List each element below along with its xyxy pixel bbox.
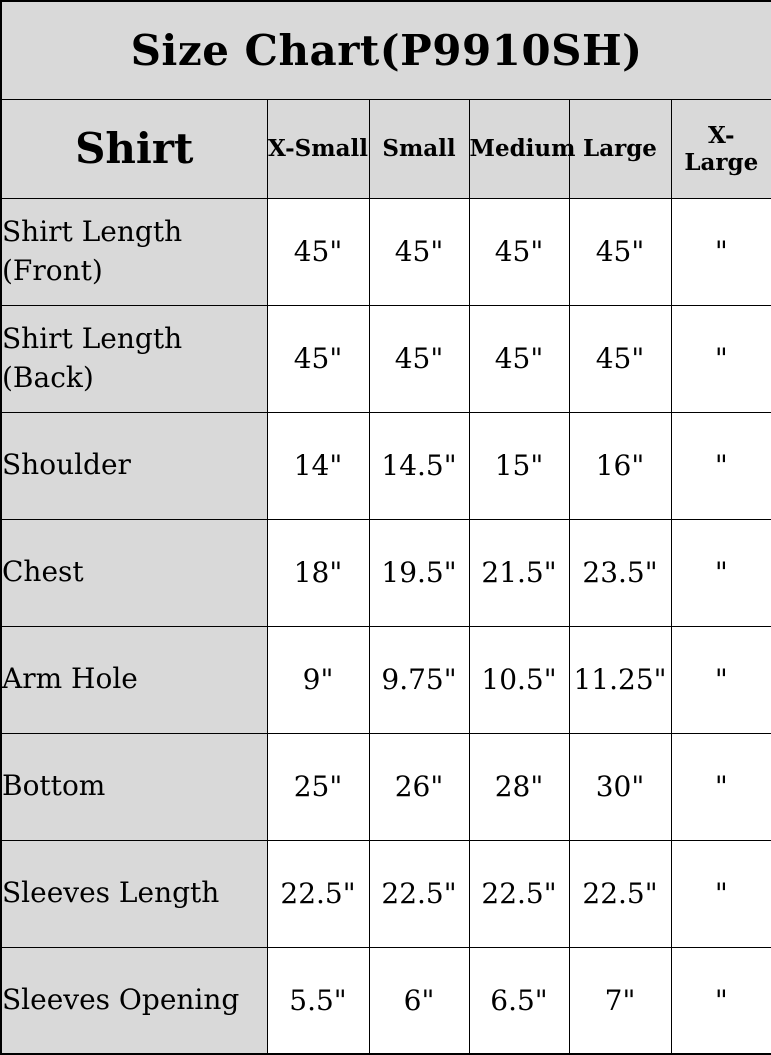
value-cell: 45" xyxy=(468,197,570,306)
row-label: Sleeves Opening xyxy=(0,946,268,1055)
value-cell: " xyxy=(670,946,771,1055)
value-cell: 9.75" xyxy=(368,625,470,734)
column-header-small: Small xyxy=(368,98,470,199)
value-cell: 45" xyxy=(468,304,570,413)
value-cell: " xyxy=(670,732,771,841)
value-cell: 19.5" xyxy=(368,518,470,627)
column-header-large: Large xyxy=(568,98,672,199)
value-cell: 6.5" xyxy=(468,946,570,1055)
corner-header-shirt: Shirt xyxy=(0,98,268,199)
value-cell: " xyxy=(670,197,771,306)
value-cell: 7" xyxy=(568,946,672,1055)
value-cell: " xyxy=(670,625,771,734)
table-row-sleeves-opening: Sleeves Opening 5.5" 6" 6.5" 7" " xyxy=(0,946,771,1055)
value-cell: 45" xyxy=(568,304,672,413)
value-cell: " xyxy=(670,304,771,413)
table-row-bottom: Bottom 25" 26" 28" 30" " xyxy=(0,732,771,841)
table-row-chest: Chest 18" 19.5" 21.5" 23.5" " xyxy=(0,518,771,627)
value-cell: 45" xyxy=(368,197,470,306)
value-cell: 23.5" xyxy=(568,518,672,627)
value-cell: 14.5" xyxy=(368,411,470,520)
value-cell: 15" xyxy=(468,411,570,520)
value-cell: 22.5" xyxy=(368,839,470,948)
column-header-medium: Medium xyxy=(468,98,575,199)
value-cell: 6" xyxy=(368,946,470,1055)
row-label: Shirt Length (Front) xyxy=(0,197,268,306)
row-label: Bottom xyxy=(0,732,268,841)
row-label: Arm Hole xyxy=(0,625,268,734)
value-cell: 26" xyxy=(368,732,470,841)
value-cell: 25" xyxy=(266,732,370,841)
value-cell: 30" xyxy=(568,732,672,841)
value-cell: 9" xyxy=(266,625,370,734)
chart-title: Size Chart(P9910SH) xyxy=(0,0,771,100)
column-header-x-small: X-Small xyxy=(266,98,370,199)
table-row-shoulder: Shoulder 14" 14.5" 15" 16" " xyxy=(0,411,771,520)
value-cell: 45" xyxy=(568,197,672,306)
value-cell: " xyxy=(670,411,771,520)
table-row-arm-hole: Arm Hole 9" 9.75" 10.5" 11.25" " xyxy=(0,625,771,734)
value-cell: " xyxy=(670,839,771,948)
row-label: Chest xyxy=(0,518,268,627)
value-cell: 18" xyxy=(266,518,370,627)
table-row-shirt-length-back: Shirt Length (Back) 45" 45" 45" 45" " xyxy=(0,304,771,413)
value-cell: 28" xyxy=(468,732,570,841)
value-cell: 22.5" xyxy=(266,839,370,948)
value-cell: 45" xyxy=(368,304,470,413)
value-cell: 14" xyxy=(266,411,370,520)
row-label: Shirt Length (Back) xyxy=(0,304,268,413)
table-row-sleeves-length: Sleeves Length 22.5" 22.5" 22.5" 22.5" " xyxy=(0,839,771,948)
column-header-x-large: X-Large xyxy=(670,98,771,199)
value-cell: 45" xyxy=(266,197,370,306)
table-row-shirt-length-front: Shirt Length (Front) 45" 45" 45" 45" " xyxy=(0,197,771,306)
value-cell: 11.25" xyxy=(568,625,672,734)
row-label: Sleeves Length xyxy=(0,839,268,948)
value-cell: 22.5" xyxy=(568,839,672,948)
title-row: Size Chart(P9910SH) xyxy=(0,0,771,100)
value-cell: 21.5" xyxy=(468,518,570,627)
value-cell: 22.5" xyxy=(468,839,570,948)
header-row: Shirt X-Small Small Medium Large X-Large xyxy=(0,98,771,199)
value-cell: 45" xyxy=(266,304,370,413)
value-cell: 10.5" xyxy=(468,625,570,734)
row-label: Shoulder xyxy=(0,411,268,520)
value-cell: 16" xyxy=(568,411,672,520)
value-cell: 5.5" xyxy=(266,946,370,1055)
value-cell: " xyxy=(670,518,771,627)
